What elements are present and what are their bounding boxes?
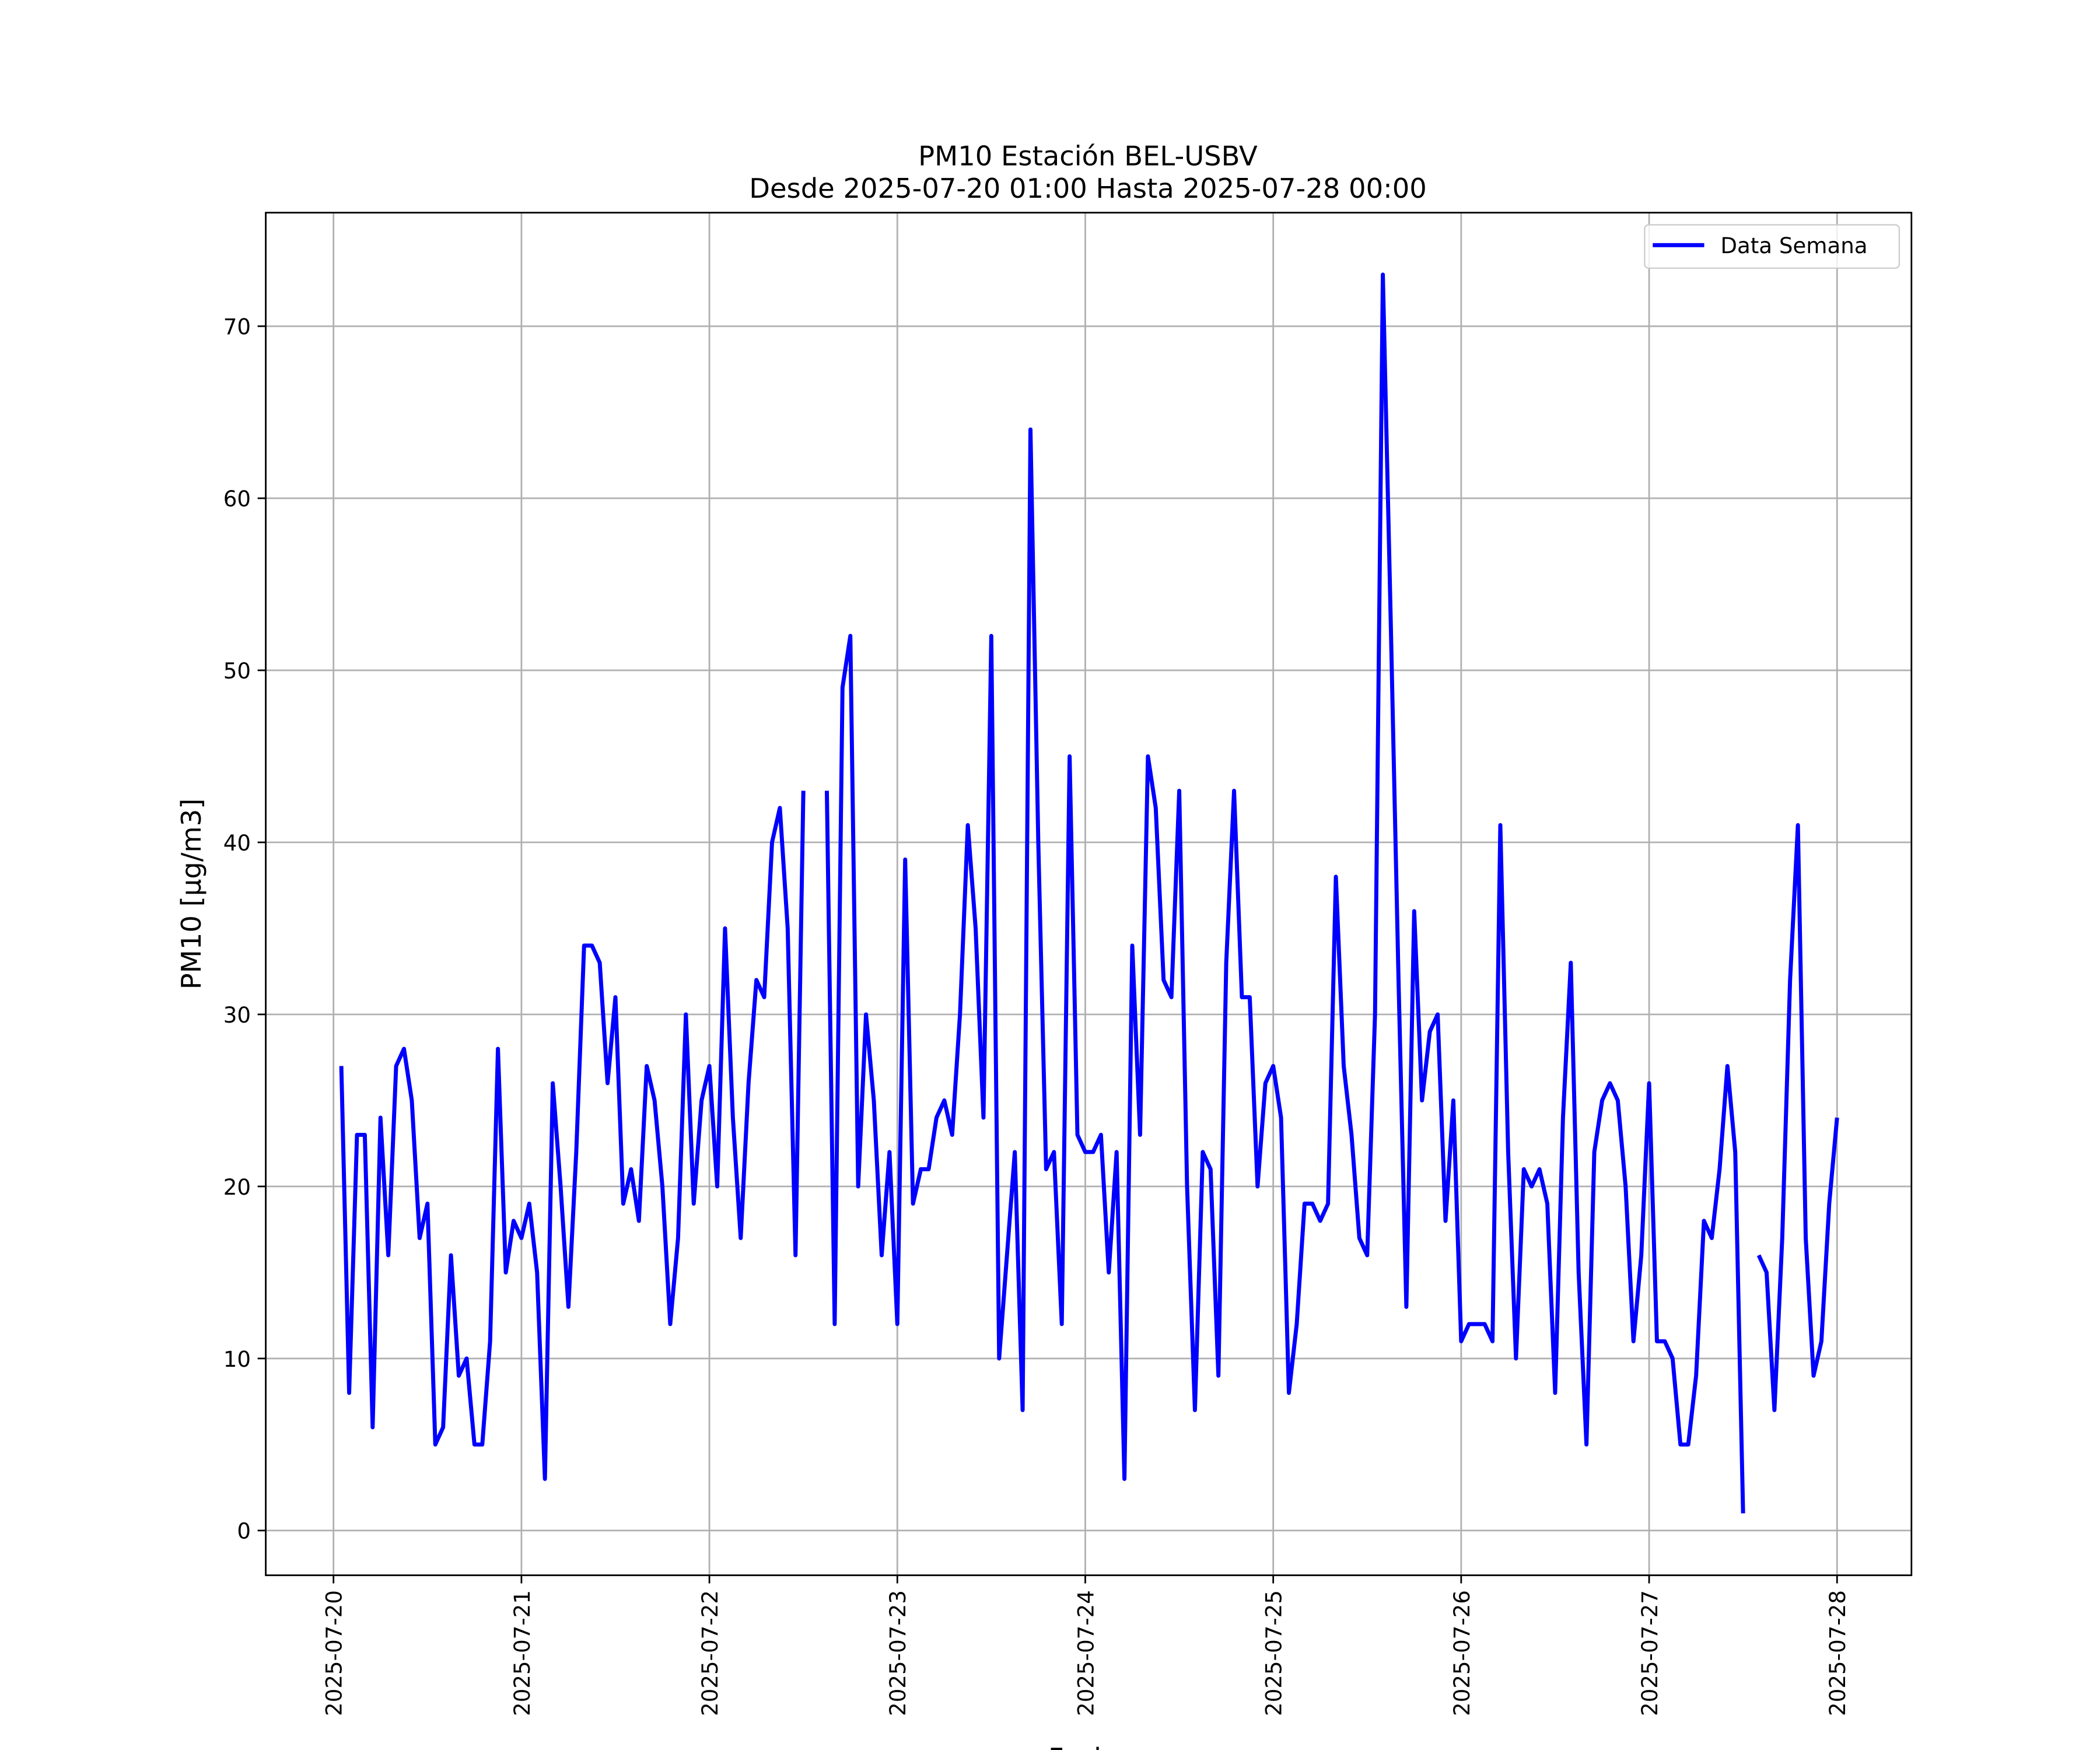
plot-frame: [265, 212, 1913, 1576]
legend-label: Data Semana: [1720, 233, 1867, 258]
x-tick-label: 2025-07-20: [322, 1590, 347, 1716]
y-tick-label: 70: [223, 314, 251, 340]
x-tick-label: 2025-07-25: [1262, 1590, 1287, 1716]
y-axis-label: PM10 [μg/m3]: [176, 799, 207, 990]
x-tick-label: 2025-07-26: [1450, 1590, 1475, 1716]
y-tick-label: 50: [223, 659, 251, 684]
y-tick-label: 0: [237, 1519, 251, 1544]
chart-subtitle: Desde 2025-07-20 01:00 Hasta 2025-07-28 …: [749, 173, 1427, 204]
y-tick-label: 60: [223, 487, 251, 512]
legend-box: [1644, 224, 1901, 269]
x-tick-label: 2025-07-21: [510, 1590, 535, 1716]
x-axis-label: Fecha: [1048, 1742, 1128, 1750]
y-tick-label: 30: [223, 1003, 251, 1028]
x-tick-label: 2025-07-28: [1825, 1590, 1850, 1716]
y-tick-label: 40: [223, 831, 251, 856]
y-tick-label: 20: [223, 1175, 251, 1200]
x-tick-label: 2025-07-27: [1637, 1590, 1662, 1716]
data-line: [339, 272, 1839, 1514]
x-tick-label: 2025-07-24: [1073, 1590, 1098, 1716]
x-tick-label: 2025-07-23: [886, 1590, 911, 1716]
chart-title: PM10 Estación BEL-USBV: [918, 140, 1258, 172]
x-tick-label: 2025-07-22: [698, 1590, 723, 1716]
y-tick-label: 10: [223, 1347, 251, 1372]
